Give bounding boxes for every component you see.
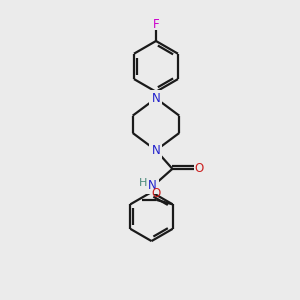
Text: H: H	[139, 178, 148, 188]
Text: N: N	[152, 144, 160, 157]
Text: N: N	[152, 92, 160, 105]
Text: O: O	[195, 162, 204, 175]
Text: N: N	[148, 179, 157, 192]
Text: F: F	[153, 18, 159, 31]
Text: O: O	[152, 187, 161, 200]
